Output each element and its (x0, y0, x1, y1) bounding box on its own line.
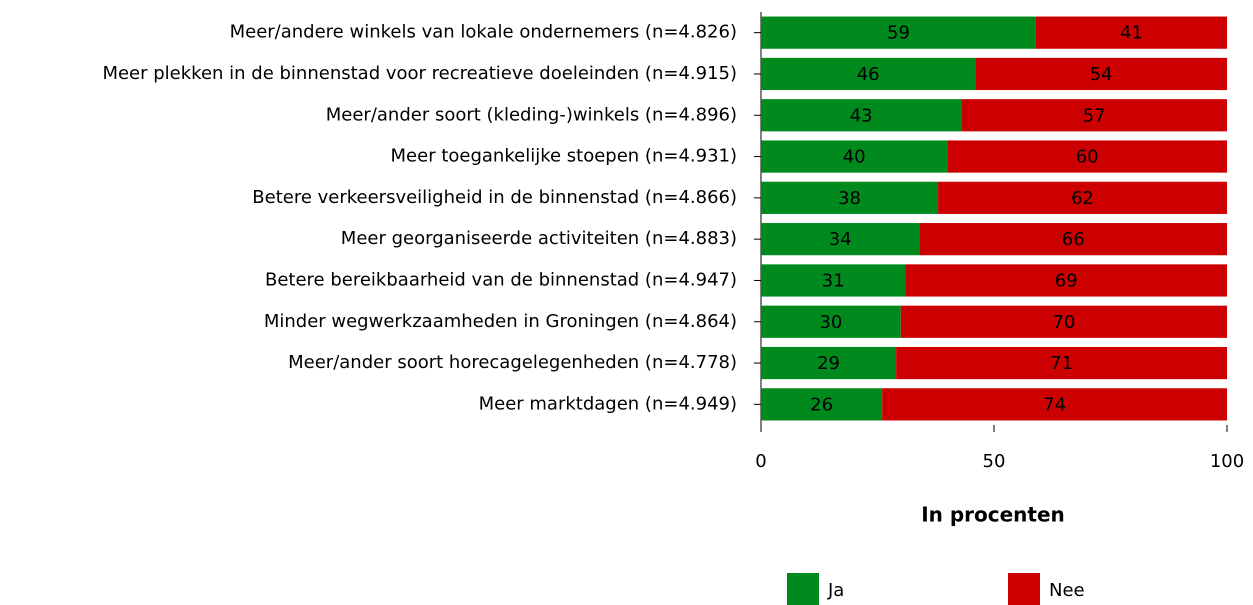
bar (900, 305, 1227, 338)
bar (761, 264, 906, 297)
legend-label: Nee (1049, 580, 1085, 601)
x-axis-label: In procenten (921, 503, 1065, 527)
y-tick-label: Meer marktdagen (n=4.949) (479, 393, 737, 414)
bar (761, 16, 1036, 49)
bar (761, 57, 976, 91)
data-label: 29 (817, 353, 840, 374)
bar (938, 181, 1227, 214)
x-tick-label: 50 (983, 451, 1006, 472)
y-tick-label: Meer/andere winkels van lokale onderneme… (230, 22, 737, 43)
bar (761, 181, 939, 214)
data-label: 60 (1076, 147, 1099, 168)
bar (761, 99, 962, 132)
y-tick-label: Meer georganiseerde activiteiten (n=4.88… (341, 228, 737, 249)
bar (961, 99, 1227, 132)
bar (761, 388, 883, 421)
legend-swatch (787, 573, 819, 605)
y-tick-label: Minder wegwerkzaamheden in Groningen (n=… (264, 311, 737, 332)
data-label: 40 (843, 147, 866, 168)
x-tick-label: 100 (1210, 451, 1244, 472)
bar (896, 346, 1227, 380)
bar (975, 57, 1227, 91)
y-tick-label: Meer/ander soort horecagelegenheden (n=4… (288, 352, 737, 373)
data-label: 46 (857, 64, 880, 85)
y-tick-label: Betere verkeersveiligheid in de binnenst… (252, 187, 737, 208)
bar (919, 223, 1227, 256)
y-tick-label: Meer toegankelijke stoepen (n=4.931) (391, 146, 737, 167)
data-label: 43 (850, 105, 873, 126)
bar (882, 388, 1227, 421)
y-tick-label: Betere bereikbaarheid van de binnenstad … (265, 269, 737, 290)
y-tick-label: Meer plekken in de binnenstad voor recre… (102, 63, 737, 84)
bar (761, 305, 901, 338)
data-label: 54 (1090, 64, 1113, 85)
y-tick-label: Meer/ander soort (kleding-)winkels (n=4.… (326, 104, 737, 125)
bar (761, 140, 948, 173)
data-label: 71 (1050, 353, 1073, 374)
data-label: 74 (1043, 394, 1066, 415)
bar (761, 223, 920, 256)
data-label: 38 (838, 188, 861, 209)
bar (947, 140, 1227, 173)
data-label: 57 (1083, 105, 1106, 126)
bar (1035, 16, 1227, 49)
data-label: 31 (822, 270, 845, 291)
data-label: 30 (819, 312, 842, 333)
x-tick-label: 0 (755, 451, 766, 472)
legend-swatch (1008, 573, 1040, 605)
data-label: 59 (887, 23, 910, 44)
bar (761, 346, 897, 380)
data-label: 26 (810, 394, 833, 415)
data-label: 70 (1052, 312, 1075, 333)
data-label: 34 (829, 229, 852, 250)
data-label: 69 (1055, 270, 1078, 291)
data-label: 66 (1062, 229, 1085, 250)
legend-label: Ja (827, 580, 844, 601)
data-label: 62 (1071, 188, 1094, 209)
data-label: 41 (1120, 23, 1143, 44)
bar (905, 264, 1227, 297)
